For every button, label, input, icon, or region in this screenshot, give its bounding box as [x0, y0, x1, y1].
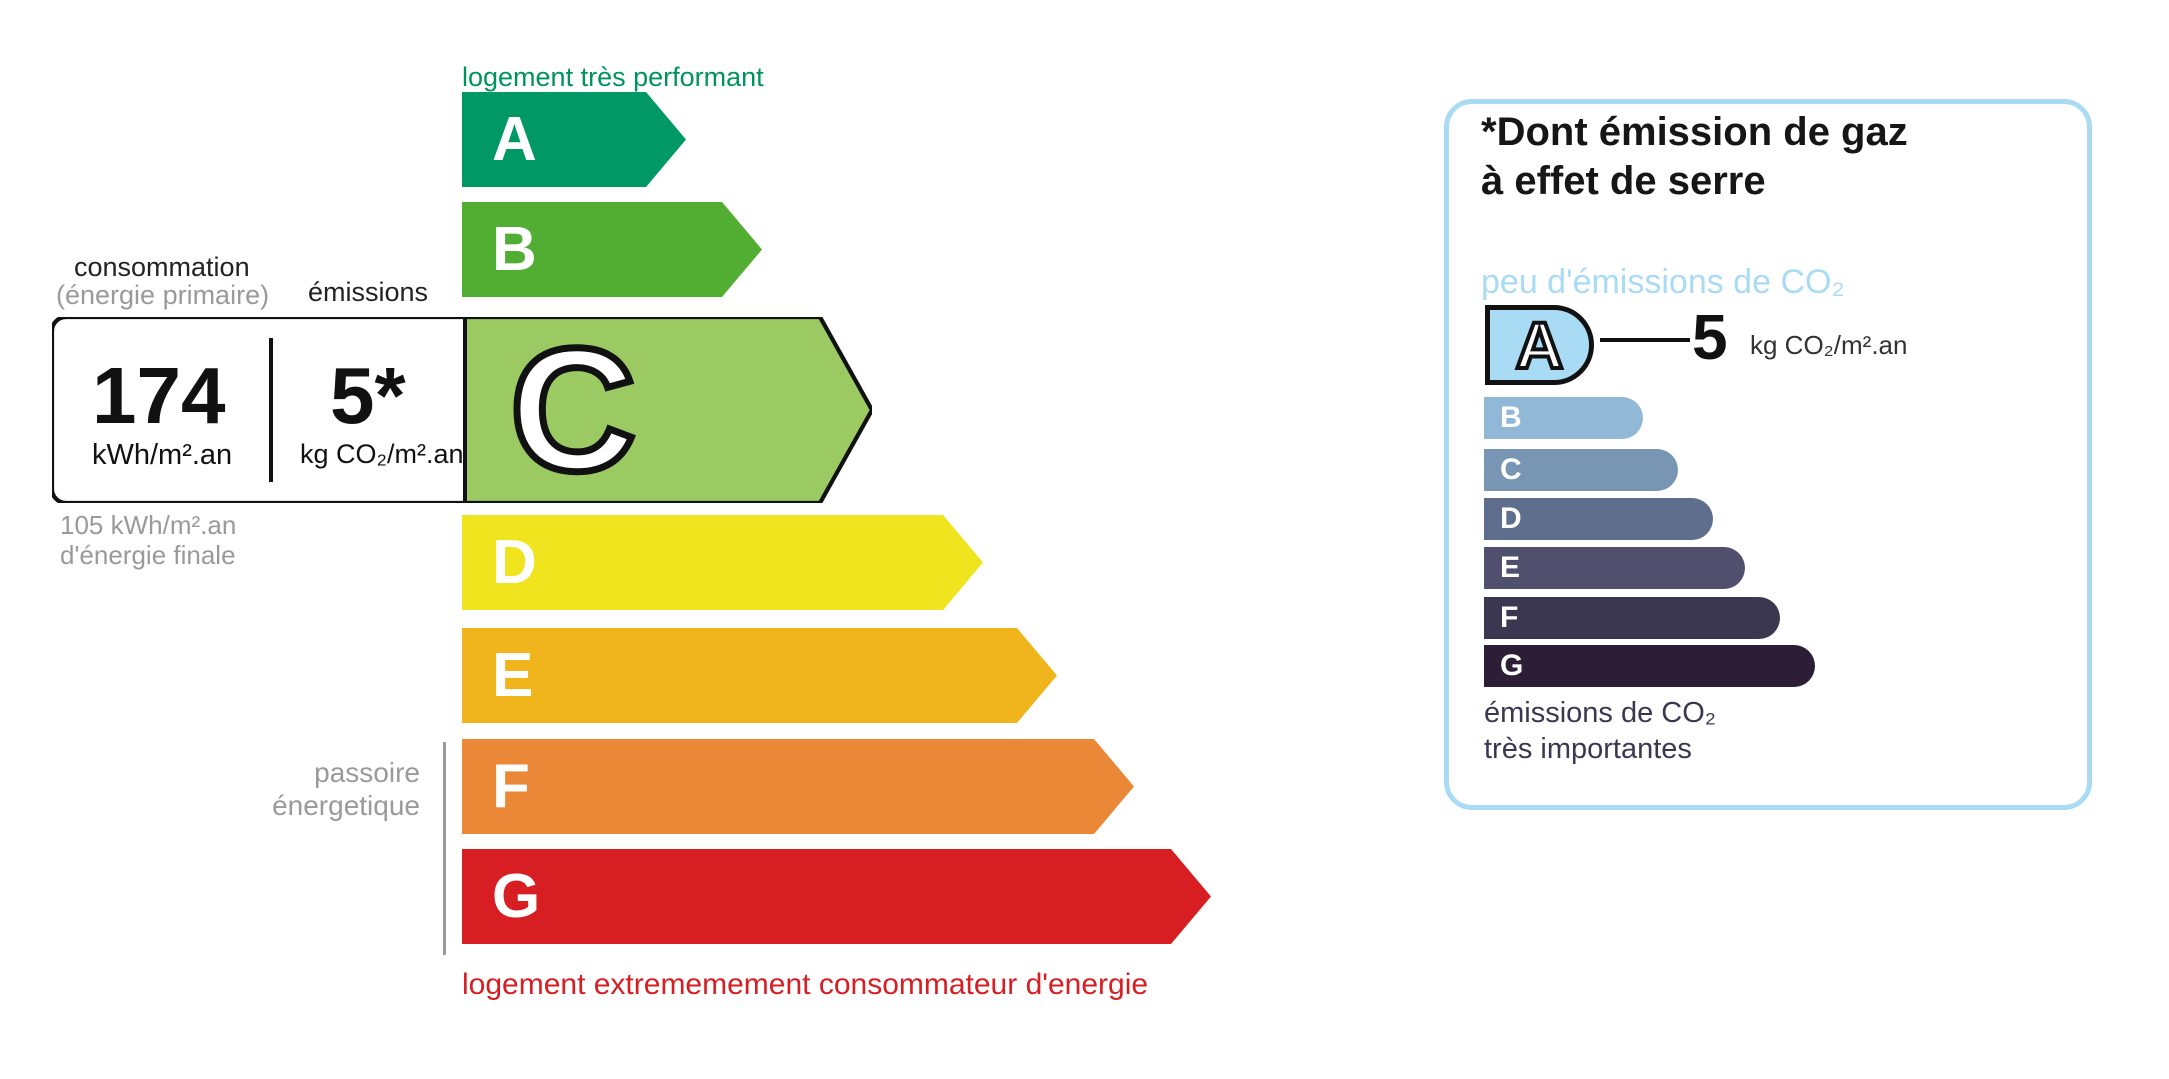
svg-text:C: C	[510, 318, 636, 506]
